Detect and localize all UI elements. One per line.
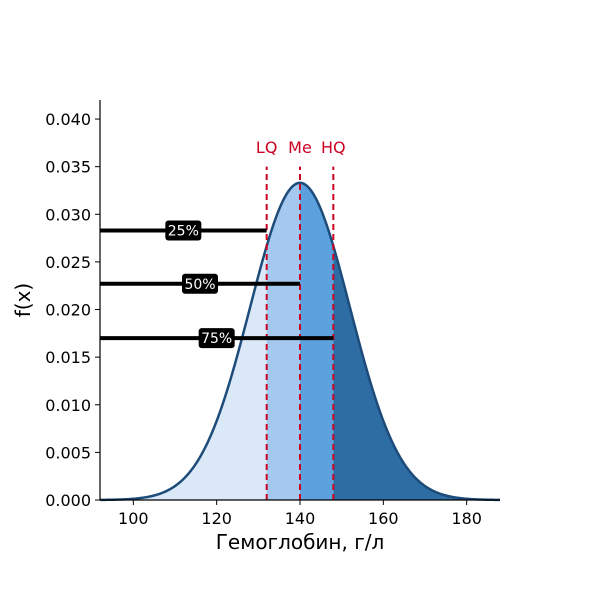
percent-label-3: 75% <box>201 331 232 347</box>
y-tick-label: 0.030 <box>45 205 91 224</box>
y-axis-title: f(x) <box>11 283 35 317</box>
quantile-label-hq: HQ <box>321 138 346 157</box>
density-region-2 <box>266 182 300 500</box>
x-axis-title: Гемоглобин, г/л <box>216 530 385 554</box>
x-tick-label: 140 <box>285 509 316 528</box>
y-ticks: 0.000 0.005 0.010 0.015 0.020 0.025 0.030 0.035… <box>45 110 100 510</box>
percent-lines: 25% 50% 75% <box>100 220 334 349</box>
percent-label-2: 50% <box>184 277 215 293</box>
x-tick-label: 160 <box>368 509 399 528</box>
y-tick-label: 0.035 <box>45 158 91 177</box>
y-tick-label: 0.040 <box>45 110 91 129</box>
density-region-3 <box>300 182 334 500</box>
x-ticks: 100 120 140 160 180 <box>118 500 482 528</box>
density-curve <box>99 181 501 502</box>
y-tick-label: 0.000 <box>45 491 91 510</box>
y-tick-label: 0.010 <box>45 396 91 415</box>
percent-label-box-2 <box>182 273 218 294</box>
x-tick-label: 100 <box>118 509 149 528</box>
percent-label-box-1 <box>165 220 202 241</box>
quantile-label-lq: LQ <box>256 138 278 157</box>
density-regions <box>100 182 500 500</box>
x-tick-label: 120 <box>201 509 232 528</box>
y-tick-label: 0.015 <box>45 348 91 367</box>
density-region-4 <box>333 246 500 500</box>
y-tick-label: 0.005 <box>45 443 91 462</box>
x-tick-label: 180 <box>451 509 482 528</box>
y-tick-label: 0.020 <box>45 301 91 320</box>
percent-label-box-3 <box>198 328 235 349</box>
y-tick-label: 0.025 <box>45 253 91 272</box>
quantile-label-me: Me <box>288 138 312 157</box>
percent-label-1: 25% <box>168 223 199 239</box>
quantile-lines: LQ Me HQ <box>256 138 346 500</box>
density-region-1 <box>100 246 267 500</box>
